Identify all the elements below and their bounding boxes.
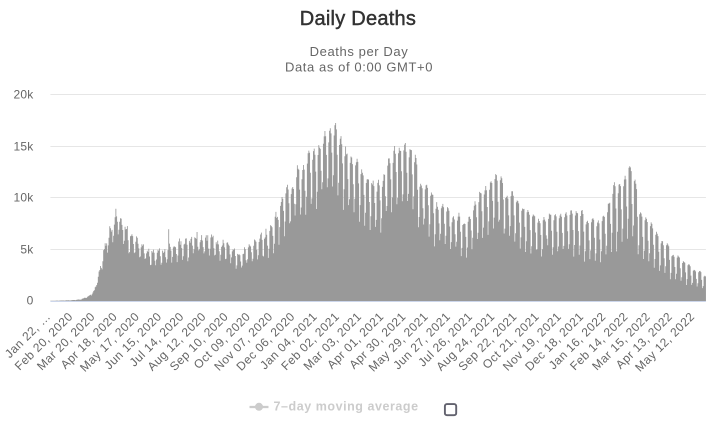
svg-text:7–day moving average: 7–day moving average	[274, 400, 419, 414]
svg-text:Deaths per Day: Deaths per Day	[310, 44, 409, 59]
svg-text:0: 0	[27, 293, 34, 307]
svg-text:5k: 5k	[20, 242, 34, 256]
svg-text:15k: 15k	[14, 139, 35, 153]
svg-text:Daily Deaths: Daily Deaths	[300, 8, 416, 30]
svg-text:20k: 20k	[14, 87, 35, 101]
svg-text:10k: 10k	[14, 190, 35, 204]
svg-text:Data as of 0:00 GMT+0: Data as of 0:00 GMT+0	[285, 60, 433, 75]
